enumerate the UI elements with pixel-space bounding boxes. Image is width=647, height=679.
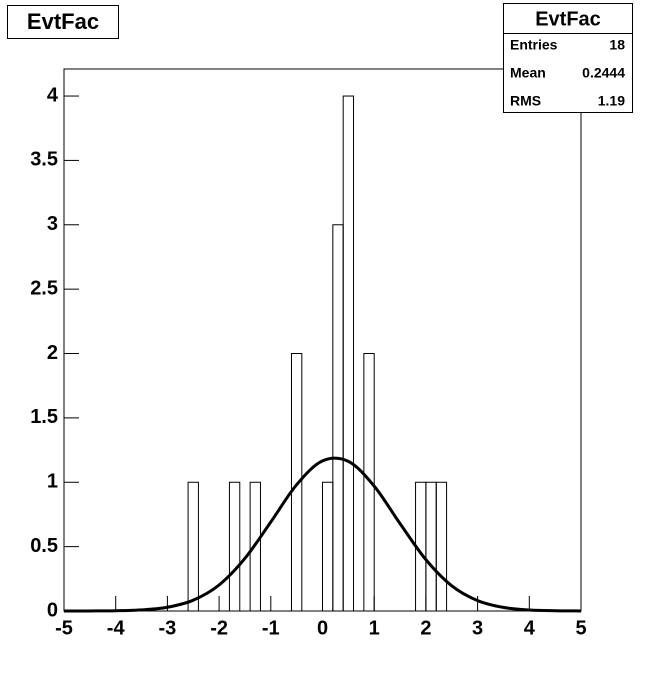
- x-tick-label: -2: [210, 617, 228, 639]
- plot-area: [63, 95, 582, 613]
- bar: [363, 353, 375, 612]
- bar: [435, 481, 448, 612]
- x-tick-label: -5: [55, 617, 73, 639]
- x-tick-label: 1: [369, 617, 380, 639]
- y-tick-label: 1: [47, 471, 58, 493]
- y-tick-label: 2: [47, 342, 58, 364]
- x-tick-label: -3: [159, 617, 177, 639]
- stats-label: RMS: [510, 93, 541, 109]
- bar: [228, 481, 241, 612]
- x-tick-label: -4: [107, 617, 126, 639]
- y-tick-label: 1.5: [30, 406, 58, 428]
- stats-value: 1.19: [598, 93, 625, 109]
- x-tick-label: 0: [317, 617, 328, 639]
- stats-label: Mean: [510, 65, 546, 81]
- x-tick-label: -1: [262, 617, 280, 639]
- y-tick-label: 0: [47, 599, 58, 621]
- x-tick-label: 5: [575, 617, 586, 639]
- bar: [187, 481, 199, 612]
- y-tick-label: 2.5: [30, 277, 58, 299]
- y-tick-label: 3.5: [30, 149, 58, 171]
- stats-title: EvtFac: [535, 8, 601, 30]
- stats-value: 18: [609, 37, 625, 53]
- chart-title: EvtFac: [27, 9, 99, 34]
- bar: [342, 95, 355, 612]
- y-tick-label: 4: [47, 84, 59, 106]
- bar: [249, 481, 261, 612]
- x-tick-label: 4: [524, 617, 536, 639]
- fit-curve: [63, 456, 582, 613]
- y-tick-label: 3: [47, 213, 58, 235]
- x-tick-label: 2: [420, 617, 431, 639]
- title-box: [7, 5, 119, 39]
- bar: [290, 353, 303, 612]
- x-tick-label: 3: [472, 617, 483, 639]
- stats-value: 0.2444: [582, 65, 625, 81]
- stats-box: [503, 3, 633, 113]
- y-tick-label: 0.5: [30, 535, 58, 557]
- stats-label: Entries: [510, 37, 558, 53]
